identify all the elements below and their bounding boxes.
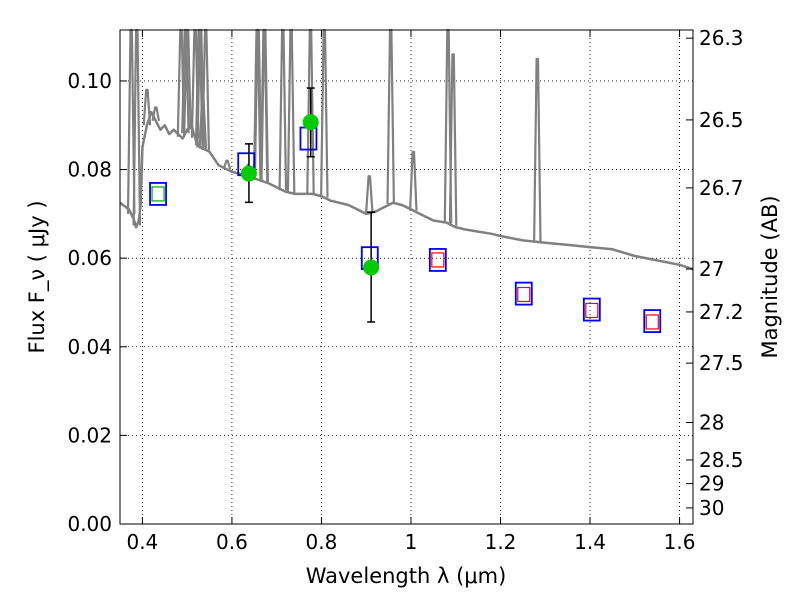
y-tick-label: 0.04 [67,335,112,359]
inner-band-square [645,314,659,330]
inner-band-square [151,186,165,202]
x-axis: 0.4 0.6 0.8 1 1.2 1.4 1.6 [126,30,695,554]
x-tick-label: 0.6 [216,530,248,554]
right-tick-label: 28 [699,410,724,434]
plot-area [120,30,693,524]
inner-band-square [517,286,531,303]
model-band-square [514,281,533,306]
x-tick-label: 1.6 [664,530,696,554]
inner-band-square [585,302,599,319]
y-axis-right-label: Magnitude (AB) [758,195,782,358]
emission-line [142,88,152,126]
right-tick-label: 26.5 [699,108,744,132]
observed-point [240,165,257,182]
photometry-markers [149,87,662,333]
emission-line [448,53,458,226]
plot-frame [119,29,694,525]
x-axis-label: Wavelength λ (μm) [306,564,507,588]
x-tick-label: 1 [405,530,418,554]
right-tick-label: 26.3 [699,26,744,50]
x-tick-label: 0.8 [306,530,338,554]
observed-point [363,259,380,276]
y-tick-label: 0.08 [67,158,112,182]
y-tick-label: 0.02 [67,423,112,447]
x-tick-label: 0.4 [126,530,158,554]
observed-point [302,114,319,131]
model-band-square [428,248,447,272]
right-tick-label: 26.7 [699,176,744,200]
y-axis-label: Flux F_ν ( μJy ) [25,200,50,353]
right-tick-label: 28.5 [699,448,744,472]
emission-line [151,106,161,122]
right-tick-label: 27.5 [699,351,744,375]
right-tick-label: 30 [699,496,724,520]
emission-line [365,175,374,214]
y-tick-label: 0.06 [67,246,112,270]
model-band-square [582,297,601,322]
right-tick-label: 27.2 [699,300,744,324]
x-tick-label: 1.2 [485,530,517,554]
emission-line [533,57,542,242]
y-axis-left: 0.00 0.02 0.04 0.06 0.08 0.10 [67,69,127,536]
emission-line [409,150,418,211]
emission-line [222,159,232,170]
right-tick-label: 29 [699,472,724,496]
model-band-square [149,182,167,206]
inner-band-square [431,252,445,268]
y-tick-label: 0.00 [67,512,112,536]
x-tick-label: 1.4 [574,530,606,554]
right-tick-label: 27 [699,257,724,281]
model-band-square [643,309,662,333]
y-tick-label: 0.10 [67,69,112,93]
